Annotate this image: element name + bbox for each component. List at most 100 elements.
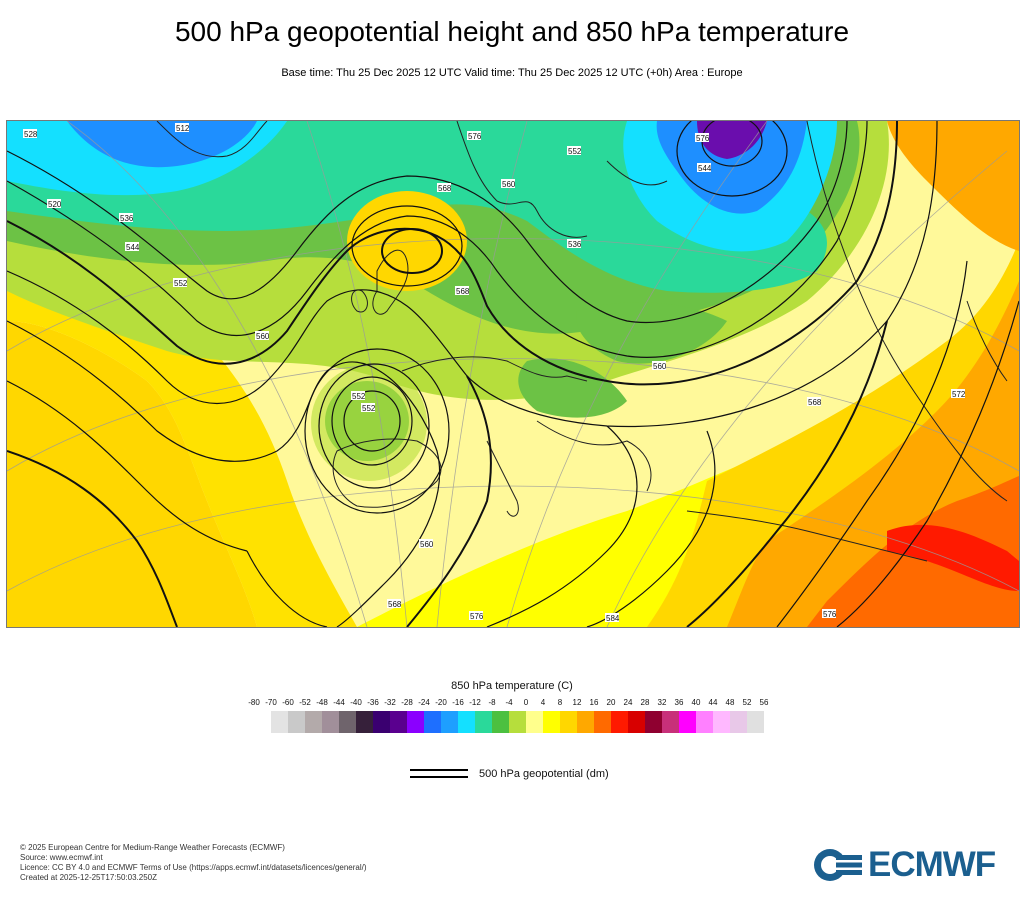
contour-label: 544 [126,243,140,252]
contour-label: 568 [456,287,470,296]
legend-swatch [492,711,509,733]
contour-labels: 528 512 520 536 544 552 560 568 576 560 … [23,123,966,623]
ecmwf-logo: ECMWF [812,845,1012,885]
temp-field-cutoff-lightgreen [311,365,427,481]
legend-swatch [713,711,730,733]
contour-label: 568 [808,398,822,407]
contour-label: 584 [606,614,620,623]
legend-tick-label: -40 [350,698,362,707]
contour-label: 560 [420,540,434,549]
chart-subtitle: Base time: Thu 25 Dec 2025 12 UTC Valid … [281,67,743,79]
legend-swatch [373,711,390,733]
legend-tick-label: -44 [333,698,345,707]
legend-swatch [696,711,713,733]
legend-tick-label: 4 [540,698,546,707]
legend-tick-label: -52 [299,698,311,707]
legend-swatch [611,711,628,733]
coastlines [156,121,1008,562]
contour-label: 552 [362,404,376,413]
footer-credits: © 2025 European Centre for Medium-Range … [20,843,367,883]
legend-swatch [288,711,305,733]
legend-swatch [526,711,543,733]
legend-tick-label: 36 [674,698,684,707]
legend-tick-label: -60 [282,698,294,707]
legend-swatch [577,711,594,733]
footer-source: Source: www.ecmwf.int [20,853,103,862]
contour-label: 544 [698,164,712,173]
contour-label: 536 [568,240,582,249]
legend-tick-label: 24 [623,698,633,707]
contour-label: 552 [352,392,366,401]
legend-swatch [390,711,407,733]
contour-label: 552 [174,279,188,288]
legend-tick-label: 32 [657,698,667,707]
legend-swatch [747,711,764,733]
legend-swatch [560,711,577,733]
contour-label: 560 [502,180,516,189]
legend-tick-label: -36 [367,698,379,707]
legend-tick-label: -24 [418,698,430,707]
legend-swatch [441,711,458,733]
legend-swatch [543,711,560,733]
legend-swatch [322,711,339,733]
geopotential-legend-label: 500 hPa geopotential (dm) [479,768,609,780]
temp-field-green-alps [518,358,627,418]
contour-label: 576 [696,134,710,143]
contour-label: 536 [120,214,134,223]
legend-swatch [271,711,288,733]
legend-tick-label: 16 [589,698,599,707]
legend-swatch [475,711,492,733]
legend-tick-label: 56 [759,698,769,707]
temp-field-orange-ne [887,121,1019,251]
legend-tick-label: -28 [401,698,413,707]
temp-field-green-east [576,302,727,364]
legend-swatch [305,711,322,733]
contour-label: 568 [438,184,452,193]
legend-tick-label: -32 [384,698,396,707]
geopotential-contours [7,121,1019,627]
legend-tick-label: 44 [708,698,718,707]
legend-tick-label: -80 [248,698,260,707]
contour-label: 560 [256,332,270,341]
legend-swatch [662,711,679,733]
contour-label: 568 [388,600,402,609]
temp-field-yellow-west [7,241,357,627]
footer-licence: Licence: CC BY 4.0 and ECMWF Terms of Us… [20,863,367,872]
legend-tick-label: 8 [557,698,563,707]
contour-label: 520 [48,200,62,209]
contour-label: 572 [952,390,966,399]
legend-swatch [424,711,441,733]
footer-created: Created at 2025-12-25T17:50:03.250Z [20,873,157,882]
weather-map: 528 512 520 536 544 552 560 568 576 560 … [6,120,1020,628]
legend-tick-label: -16 [452,698,464,707]
contour-label: 576 [470,612,484,621]
legend-swatch [645,711,662,733]
legend-swatch [509,711,526,733]
legend-tick-label: -48 [316,698,328,707]
legend-tick-label: -12 [469,698,481,707]
legend-tick-label: 48 [725,698,735,707]
legend-colorbar [271,711,764,733]
legend-swatch [679,711,696,733]
contour-label: 552 [568,147,582,156]
legend-tick-label: 0 [523,698,529,707]
ecmwf-logo-icon [814,849,864,881]
chart-title: 500 hPa geopotential height and 850 hPa … [174,16,850,47]
ecmwf-logo-text: ECMWF [868,845,996,884]
contour-label: 576 [823,610,837,619]
legend-swatch [339,711,356,733]
legend-tick-label: -20 [435,698,447,707]
legend-swatch [730,711,747,733]
legend-swatch [628,711,645,733]
legend-tick-label: 40 [691,698,701,707]
legend-swatch [458,711,475,733]
temp-field-high-gold [347,191,467,291]
legend-title: 850 hPa temperature (C) [451,680,573,692]
legend-tick-label: -70 [265,698,277,707]
temp-field-violet-low [697,121,767,159]
legend-tick-label: 12 [572,698,582,707]
temp-field-gold-west [7,321,257,627]
legend-ticks: -80 -70 -60 -52 -48 -44 -40 -36 -32 -28 -24 -20 -16-… [246,698,786,710]
legend-tick-label: 52 [742,698,752,707]
legend-swatch [594,711,611,733]
